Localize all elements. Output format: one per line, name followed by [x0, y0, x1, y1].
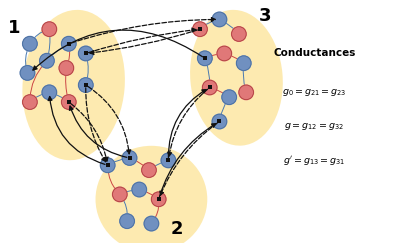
Ellipse shape: [96, 146, 207, 243]
Circle shape: [23, 95, 37, 109]
Circle shape: [193, 22, 207, 36]
Circle shape: [120, 214, 134, 228]
Text: 2: 2: [171, 220, 183, 238]
Circle shape: [78, 78, 93, 92]
Circle shape: [62, 95, 76, 109]
Circle shape: [222, 90, 236, 104]
Circle shape: [62, 36, 76, 51]
Circle shape: [142, 163, 156, 177]
Circle shape: [236, 56, 251, 70]
Circle shape: [239, 85, 254, 100]
Circle shape: [122, 151, 137, 165]
Text: $g = g_{12} = g_{32}$: $g = g_{12} = g_{32}$: [284, 121, 344, 132]
Circle shape: [212, 114, 227, 129]
Text: 1: 1: [8, 19, 20, 37]
Circle shape: [42, 85, 57, 100]
Circle shape: [23, 36, 37, 51]
Circle shape: [217, 46, 232, 61]
Circle shape: [198, 51, 212, 66]
Text: 3: 3: [258, 7, 271, 25]
Circle shape: [112, 187, 127, 202]
Circle shape: [202, 80, 217, 95]
Ellipse shape: [190, 10, 283, 146]
Circle shape: [78, 46, 93, 61]
Circle shape: [59, 61, 74, 75]
Circle shape: [100, 158, 115, 173]
Circle shape: [161, 153, 176, 168]
Circle shape: [40, 53, 54, 68]
Circle shape: [144, 216, 159, 231]
Circle shape: [132, 182, 146, 197]
Text: $g_0 = g_{21} = g_{23}$: $g_0 = g_{21} = g_{23}$: [282, 87, 346, 98]
Circle shape: [212, 12, 227, 27]
Text: Conductances: Conductances: [273, 48, 355, 59]
Circle shape: [151, 192, 166, 207]
Circle shape: [232, 27, 246, 41]
Circle shape: [42, 22, 57, 36]
Ellipse shape: [22, 10, 125, 160]
Text: $g' = g_{13} = g_{31}$: $g' = g_{13} = g_{31}$: [283, 154, 346, 167]
Circle shape: [20, 66, 35, 80]
